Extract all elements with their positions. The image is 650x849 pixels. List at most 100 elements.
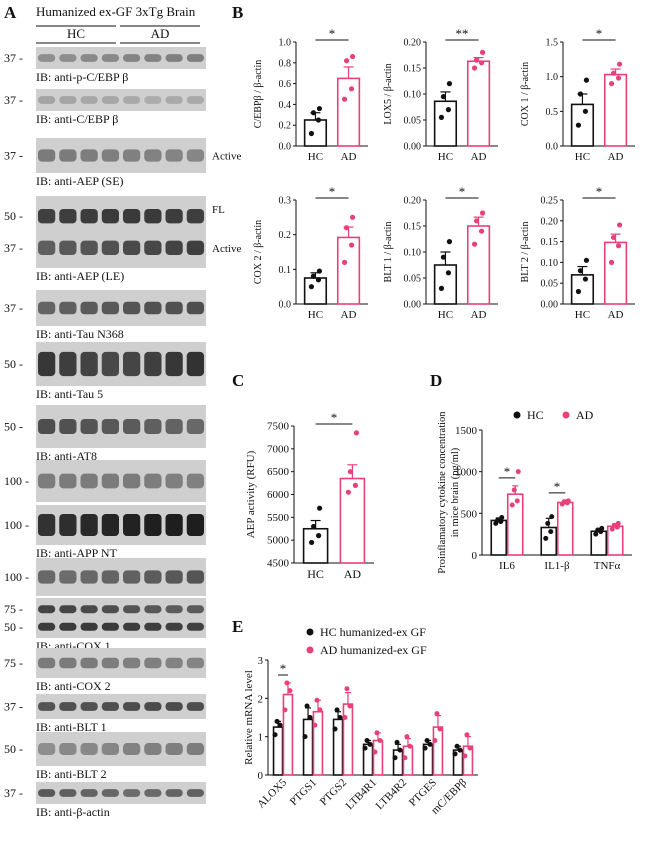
blot-band	[144, 570, 162, 584]
mw-marker: 100 -	[4, 474, 29, 488]
y-tick-label: 1.0	[279, 38, 292, 49]
significance-marker: *	[459, 184, 466, 199]
blot-band	[144, 605, 162, 614]
data-point	[404, 734, 410, 740]
data-point	[608, 259, 615, 265]
y-tick-label: 0.8	[279, 58, 292, 69]
x-tick-label: AD	[344, 567, 362, 581]
blot-band	[165, 570, 183, 584]
blot-band	[80, 54, 98, 62]
y-tick-label: 0.20	[541, 216, 559, 227]
y-tick-label: 0.10	[404, 248, 422, 259]
y-tick-label: 0.00	[404, 142, 422, 153]
blot-band	[59, 473, 77, 489]
blot-band	[186, 96, 204, 104]
blot-band	[59, 789, 77, 797]
blot-band	[144, 622, 162, 631]
data-point	[282, 707, 288, 713]
data-point	[392, 755, 398, 761]
blot-label: IB: anti-Tau 5	[36, 387, 103, 401]
blot-band	[80, 743, 98, 755]
data-point	[343, 58, 350, 64]
x-tick-label: IL6	[499, 560, 515, 572]
blot-background	[36, 196, 206, 268]
blot-band	[80, 351, 98, 377]
blot-band	[59, 208, 77, 224]
bar	[342, 703, 354, 776]
y-tick-label: 0.10	[404, 90, 422, 101]
blot-background	[36, 460, 206, 502]
significance-marker: *	[504, 464, 511, 479]
blot-band	[38, 622, 56, 631]
data-point	[345, 489, 351, 495]
blot-band	[123, 789, 141, 797]
data-point	[464, 732, 470, 738]
data-point	[310, 273, 317, 279]
data-point	[377, 738, 383, 743]
y-axis-label: COX 2 / β-actin	[253, 220, 264, 284]
blot-background	[36, 732, 206, 766]
blot-band	[59, 570, 77, 584]
blot-background	[36, 598, 206, 638]
blot-band	[59, 351, 77, 377]
blot-band	[165, 657, 183, 669]
group-label: HC	[67, 26, 85, 41]
blot-band	[80, 418, 98, 435]
blot-label: IB: anti-C/EBP β	[36, 112, 118, 126]
significance-marker: *	[554, 479, 561, 494]
data-point	[317, 505, 323, 511]
data-point	[515, 469, 521, 475]
data-point	[543, 535, 549, 541]
blot-band	[165, 473, 183, 489]
data-point	[467, 745, 473, 751]
data-point	[427, 741, 433, 747]
blot: 37 - IB: anti-Tau N368	[4, 290, 206, 341]
chart-b4: 0.0 0.1 0.2 0.3 COX 2 / β-actin HC AD *	[253, 184, 368, 321]
data-point	[437, 726, 443, 732]
blot-band	[80, 240, 98, 256]
blot-band	[101, 702, 119, 711]
panel-letter: A	[4, 3, 17, 22]
data-point	[446, 81, 453, 87]
panel-letter: B	[232, 3, 243, 22]
blot-band	[101, 351, 119, 377]
data-point	[595, 527, 601, 533]
y-axis-label: Proinflamatory cytokine concentration	[437, 411, 448, 574]
bar	[490, 519, 508, 556]
bar-hc	[570, 103, 595, 147]
chart-b5: 0.00 0.05 0.10 0.15 0.20 BLT 1 / β-actin HC AD *	[383, 184, 498, 321]
x-tick-label: HC	[308, 151, 323, 163]
data-point	[272, 732, 278, 738]
data-point	[364, 738, 370, 743]
blot-label: IB: anti-APP NT	[36, 546, 118, 560]
x-tick-label: LTB4R2	[374, 777, 409, 812]
blot-band	[123, 96, 141, 104]
blot-band	[165, 301, 183, 315]
blot-band	[144, 514, 162, 536]
mw-marker: 37 -	[4, 786, 23, 800]
blot-band	[165, 240, 183, 256]
data-point	[440, 254, 447, 260]
y-axis-label: BLT 1 / β-actin	[383, 222, 394, 283]
significance-marker: *	[329, 184, 336, 199]
data-point	[593, 531, 599, 537]
data-point	[577, 268, 584, 274]
bar	[392, 749, 404, 776]
blot-label: IB: anti-AEP (SE)	[36, 174, 124, 188]
blot-label: IB: anti-BLT 2	[36, 767, 107, 781]
blot-band	[80, 702, 98, 711]
bar-hc	[433, 264, 458, 305]
y-tick-label: 0.0	[279, 300, 292, 311]
bar-hc	[302, 527, 329, 564]
blot-band	[123, 351, 141, 377]
bar	[402, 745, 414, 776]
blot: 100 -IB: anti-APP N585	[4, 460, 206, 517]
blot: 37 - IB: anti-β-actin	[4, 782, 206, 819]
data-point	[317, 707, 323, 713]
data-point	[583, 257, 590, 263]
bar	[312, 710, 324, 776]
x-tick-label: HC	[308, 309, 323, 321]
panel-a-western-blots: Humanized ex-GF 3xTg Brain HC AD 37 - IB: an…	[4, 4, 241, 819]
mw-marker: 37 -	[4, 241, 23, 255]
data-point	[287, 688, 293, 694]
